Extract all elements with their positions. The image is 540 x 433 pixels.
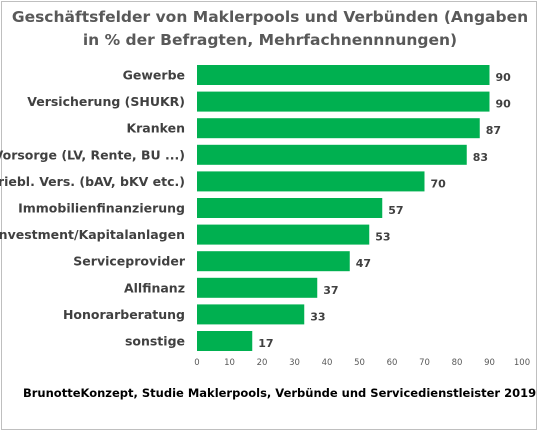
value-label-gewerbe: 90 — [496, 71, 512, 84]
bar-versicherung-shukr — [197, 91, 490, 112]
bar-sonstige — [197, 331, 253, 351]
category-label-investment-kapitalanlagen: Investment/Kapitalanlagen — [0, 227, 185, 242]
category-label-serviceprovider: Serviceprovider — [73, 254, 186, 269]
bar-vorsorge-lv-rente-bu — [197, 144, 467, 165]
category-label-kranken: Kranken — [126, 121, 185, 136]
x-tick-label-10: 10 — [224, 358, 235, 368]
x-tick-label-100: 100 — [514, 358, 530, 368]
category-label-versicherung-shukr: Versicherung (SHUKR) — [27, 94, 185, 109]
bar-investment-kapitalanlagen — [197, 224, 370, 245]
value-label-versicherung-shukr: 90 — [496, 98, 512, 111]
source-footer: BrunotteKonzept, Studie Maklerpools, Ver… — [23, 386, 537, 400]
bar-honorarberatung — [197, 304, 305, 325]
chart-title: Geschäftsfelder von Maklerpools und Verb… — [0, 6, 540, 52]
x-tick-label-30: 30 — [289, 358, 300, 368]
category-label-allfinanz: Allfinanz — [124, 280, 185, 295]
x-tick-label-70: 70 — [419, 358, 430, 368]
value-label-immobilienfinanzierung: 57 — [388, 204, 403, 217]
x-tick-label-60: 60 — [387, 358, 398, 368]
value-label-betriebl-vers-bav-bkv-etc: 70 — [431, 177, 447, 190]
x-tick-label-0: 0 — [194, 358, 199, 368]
x-tick-label-80: 80 — [452, 358, 463, 368]
category-label-vorsorge-lv-rente-bu: Vorsorge (LV, Rente, BU ...) — [0, 147, 185, 162]
category-label-honorarberatung: Honorarberatung — [63, 307, 185, 322]
value-label-honorarberatung: 33 — [310, 310, 325, 323]
value-label-serviceprovider: 47 — [356, 257, 371, 270]
x-tick-label-40: 40 — [322, 358, 333, 368]
bar-betriebl-vers-bav-bkv-etc — [197, 171, 425, 192]
bar-serviceprovider — [197, 251, 350, 272]
category-label-sonstige: sonstige — [125, 334, 185, 349]
category-label-gewerbe: Gewerbe — [123, 68, 185, 83]
value-label-allfinanz: 37 — [323, 284, 338, 297]
value-label-investment-kapitalanlagen: 53 — [375, 231, 390, 244]
value-label-kranken: 87 — [486, 124, 501, 137]
chart-title-line-2: in % der Befragten, Mehrfachnennnungen) — [82, 31, 458, 49]
x-tick-label-50: 50 — [354, 358, 365, 368]
bar-gewerbe — [197, 65, 490, 85]
bar-allfinanz — [197, 277, 318, 298]
bar-immobilienfinanzierung — [197, 198, 383, 218]
value-label-sonstige: 17 — [258, 337, 273, 350]
category-label-betriebl-vers-bav-bkv-etc: betriebl. Vers. (bAV, bKV etc.) — [0, 174, 185, 189]
x-tick-label-90: 90 — [484, 358, 495, 368]
x-tick-label-20: 20 — [257, 358, 268, 368]
chart-title-line-1: Geschäftsfelder von Maklerpools und Verb… — [11, 8, 529, 26]
category-label-immobilienfinanzierung: Immobilienfinanzierung — [18, 201, 185, 216]
bar-kranken — [197, 118, 480, 139]
value-label-vorsorge-lv-rente-bu: 83 — [473, 151, 488, 164]
